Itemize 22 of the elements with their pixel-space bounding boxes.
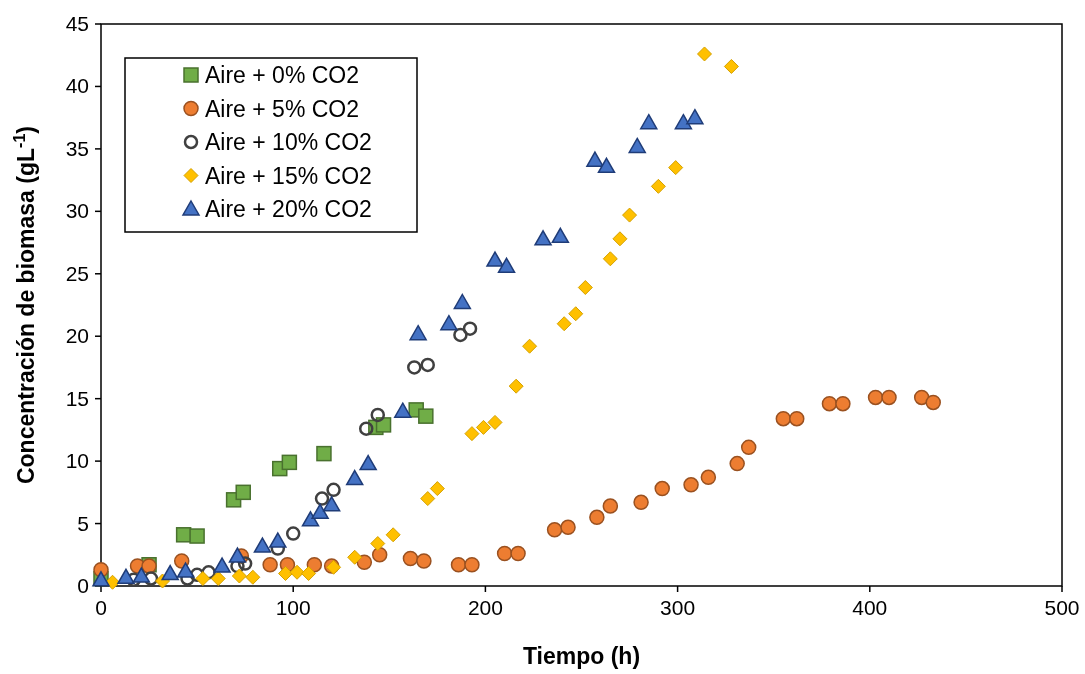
- y-tick-label: 40: [65, 74, 89, 98]
- y-tick-label: 0: [77, 574, 89, 597]
- x-tick-label: 200: [467, 596, 503, 619]
- x-tick-label: 0: [95, 596, 107, 619]
- legend-label: Aire + 20% CO2: [205, 196, 372, 222]
- y-tick-label: 45: [65, 12, 89, 35]
- y-tick-label: 25: [65, 261, 89, 285]
- legend-label: Aire + 0% CO2: [205, 62, 360, 88]
- x-tick-label: 500: [1044, 596, 1080, 619]
- x-tick-label: 400: [852, 596, 888, 619]
- y-tick-label: 35: [65, 136, 89, 160]
- y-tick-label: 30: [65, 199, 89, 223]
- y-tick-label: 10: [65, 449, 89, 473]
- y-tick-label: 15: [65, 386, 89, 410]
- y-tick-label: 5: [77, 511, 89, 535]
- legend-label: Aire + 10% CO2: [205, 129, 372, 155]
- x-tick-label: 300: [660, 596, 696, 619]
- legend-label: Aire + 15% CO2: [205, 162, 372, 189]
- x-axis-title: Tiempo (h): [522, 643, 641, 669]
- x-tick-label: 100: [275, 596, 311, 619]
- legend-label: Aire + 5% CO2: [205, 95, 360, 122]
- y-tick-label: 20: [65, 324, 89, 348]
